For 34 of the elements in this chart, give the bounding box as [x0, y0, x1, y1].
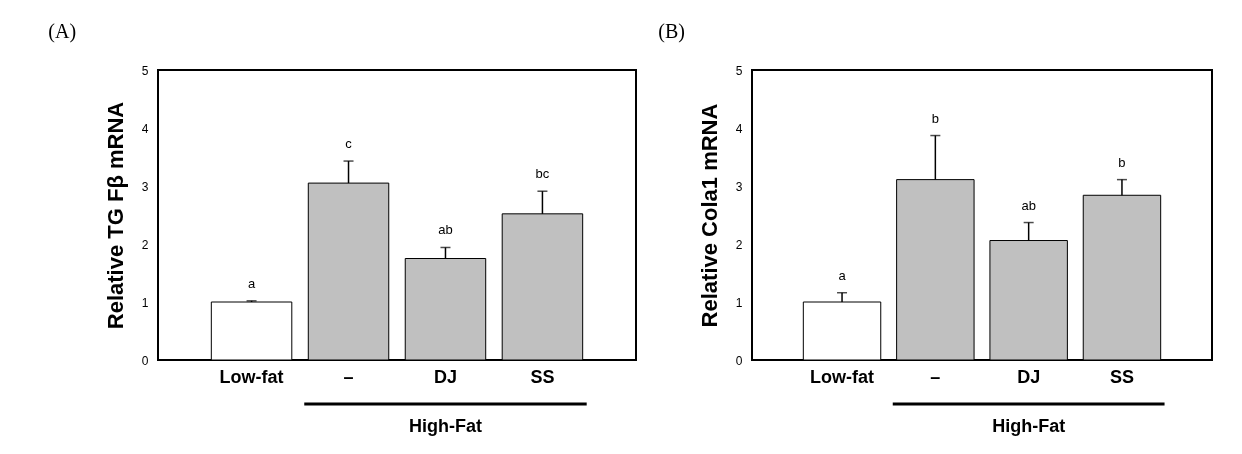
- chart-title: (B): [658, 20, 685, 43]
- x-tick-label: Low-fat: [219, 366, 284, 387]
- y-tick-label: 1: [735, 295, 743, 310]
- x-tick-label: SS: [530, 366, 555, 387]
- y-tick-label: 2: [141, 237, 149, 252]
- text: High-Fat: [992, 416, 1066, 436]
- annotation: c: [345, 136, 353, 152]
- x-tick-label: DJ: [433, 366, 457, 387]
- y-tick-label: 2: [735, 237, 743, 252]
- x-tick-label: –: [343, 366, 354, 387]
- annotation: bc: [535, 166, 550, 182]
- y-axis-title: Relative Cola1 mRNA: [696, 103, 722, 328]
- x-tick-label: Low-fat: [810, 366, 875, 387]
- chart-title: (A): [48, 20, 77, 43]
- y-tick-label: 0: [141, 353, 149, 368]
- text: High-Fat: [408, 416, 482, 436]
- annotation: a: [247, 275, 256, 291]
- y-tick-label: 1: [141, 295, 149, 310]
- y-tick-label: 3: [735, 179, 743, 194]
- annotation: ab: [438, 222, 453, 238]
- y-tick-label: 4: [141, 121, 149, 136]
- y-tick-label: 5: [735, 63, 743, 78]
- annotation: b: [1118, 154, 1126, 170]
- x-tick-label: SS: [1109, 366, 1134, 387]
- x-tick-label: DJ: [1017, 366, 1041, 387]
- y-tick-label: 3: [141, 179, 149, 194]
- x-tick-label: –: [930, 366, 941, 387]
- y-axis-title: Relative TG Fβ mRNA: [102, 101, 128, 330]
- annotation: b: [931, 110, 939, 126]
- annotation: ab: [1021, 197, 1036, 213]
- annotation: a: [838, 267, 847, 283]
- y-tick-label: 4: [735, 121, 743, 136]
- y-tick-label: 0: [735, 353, 743, 368]
- y-tick-label: 5: [141, 63, 149, 78]
